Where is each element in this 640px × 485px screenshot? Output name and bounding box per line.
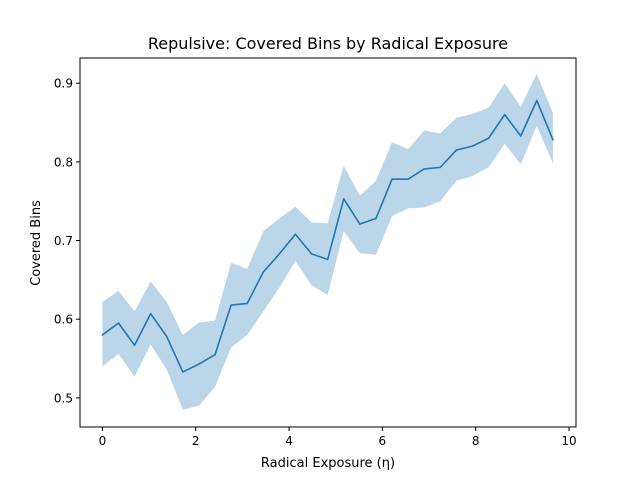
data-point	[487, 137, 490, 140]
data-point	[214, 353, 216, 356]
data-point	[407, 178, 409, 180]
y-tick-label: 0.6	[54, 313, 73, 327]
data-point	[375, 217, 377, 220]
data-point	[133, 344, 136, 346]
data-point	[423, 168, 426, 170]
x-tick-label: 6	[379, 434, 387, 448]
data-point	[342, 198, 345, 200]
data-point	[519, 135, 522, 137]
data-point	[117, 322, 120, 324]
data-point	[471, 145, 474, 147]
data-point	[536, 99, 538, 102]
data-point	[455, 149, 458, 151]
x-axis-label: Radical Exposure (η)	[261, 456, 395, 471]
axes: 0 2 4 6 8 10 0.5 0.6 0.7 0.8 0.9	[54, 57, 577, 448]
x-tick-label: 4	[285, 434, 293, 448]
data-point	[326, 258, 329, 261]
chart-title: Repulsive: Covered Bins by Radical Expos…	[148, 34, 508, 53]
x-tick-label: 0	[99, 434, 107, 448]
data-point	[101, 334, 104, 336]
y-tick-label: 0.5	[54, 391, 73, 405]
data-point	[552, 139, 554, 141]
x-tick-label: 10	[561, 434, 576, 448]
data-point	[439, 166, 442, 169]
data-point	[262, 271, 265, 273]
y-tick-label: 0.7	[54, 234, 73, 248]
data-point	[359, 223, 361, 225]
confidence-band	[102, 73, 553, 410]
data-point	[198, 363, 200, 365]
y-tick-label: 0.9	[54, 77, 73, 91]
data-point	[230, 304, 232, 306]
data-point	[310, 253, 313, 255]
data-point	[294, 233, 297, 236]
data-point	[182, 371, 184, 373]
x-tick-label: 2	[192, 434, 200, 448]
axes-frame	[79, 57, 577, 428]
x-tick-label: 8	[472, 434, 480, 448]
data-point	[503, 113, 506, 116]
y-tick-label: 0.8	[54, 155, 73, 169]
data-point	[149, 312, 152, 315]
data-point	[278, 253, 281, 255]
data-point	[391, 178, 393, 180]
plot-area	[101, 73, 554, 410]
y-axis-label: Covered Bins	[29, 200, 44, 286]
data-point	[165, 335, 168, 338]
data-point	[246, 302, 248, 305]
